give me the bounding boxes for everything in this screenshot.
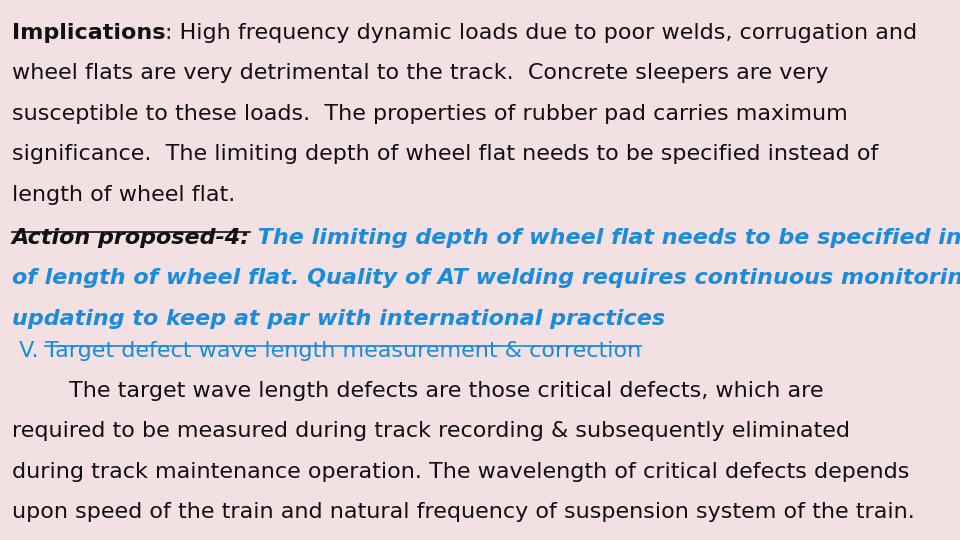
Text: length of wheel flat.: length of wheel flat.	[12, 185, 235, 205]
Text: required to be measured during track recording & subsequently eliminated: required to be measured during track rec…	[12, 421, 850, 441]
Text: Action proposed-4:: Action proposed-4:	[12, 228, 250, 248]
Text: updating to keep at par with international practices: updating to keep at par with internation…	[12, 309, 664, 329]
Text: V.: V.	[12, 341, 45, 361]
Text: during track maintenance operation. The wavelength of critical defects depends: during track maintenance operation. The …	[12, 462, 909, 482]
Text: The target wave length defects are those critical defects, which are: The target wave length defects are those…	[12, 381, 823, 401]
Text: significance.  The limiting depth of wheel flat needs to be specified instead of: significance. The limiting depth of whee…	[12, 144, 877, 164]
Text: The limiting depth of wheel flat needs to be specified instead: The limiting depth of wheel flat needs t…	[250, 228, 960, 248]
Text: wheel flats are very detrimental to the track.  Concrete sleepers are very: wheel flats are very detrimental to the …	[12, 63, 828, 83]
Text: of length of wheel flat. Quality of AT welding requires continuous monitoring &: of length of wheel flat. Quality of AT w…	[12, 268, 960, 288]
Text: Implications: Implications	[12, 23, 165, 43]
Text: : High frequency dynamic loads due to poor welds, corrugation and: : High frequency dynamic loads due to po…	[165, 23, 917, 43]
Text: Target defect wave length measurement & correction: Target defect wave length measurement & …	[45, 341, 641, 361]
Text: upon speed of the train and natural frequency of suspension system of the train.: upon speed of the train and natural freq…	[12, 502, 914, 522]
Text: susceptible to these loads.  The properties of rubber pad carries maximum: susceptible to these loads. The properti…	[12, 104, 848, 124]
